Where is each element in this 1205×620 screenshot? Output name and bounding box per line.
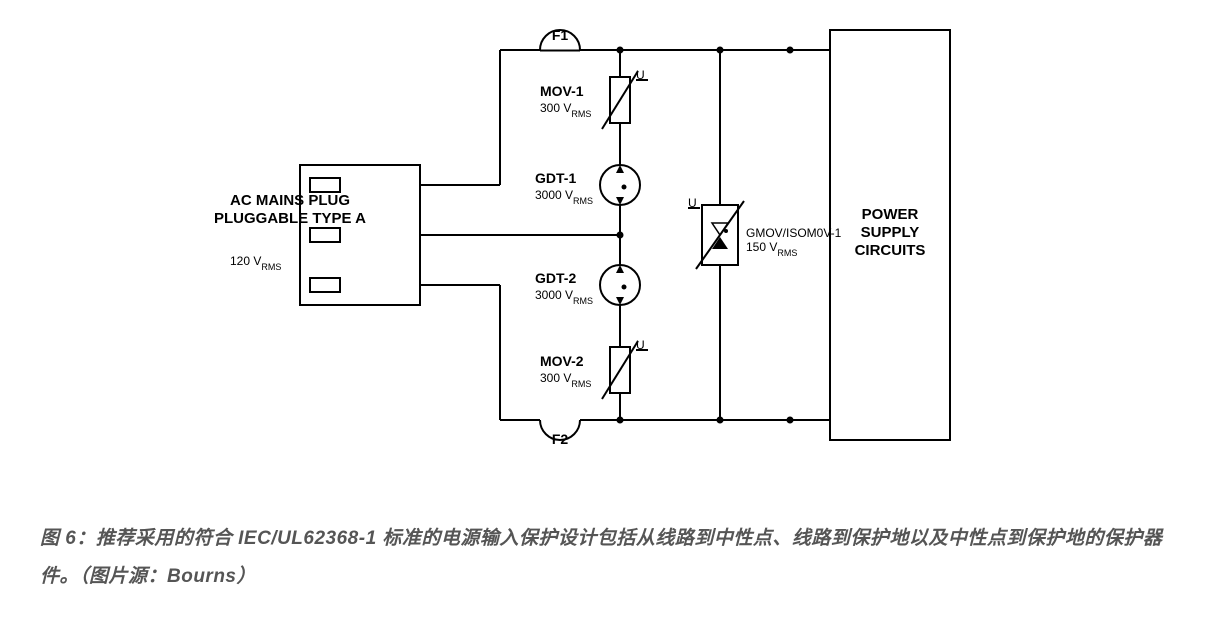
svg-text:GDT-2: GDT-2 xyxy=(535,270,576,286)
svg-text:F1: F1 xyxy=(552,27,569,43)
svg-text:SUPPLY: SUPPLY xyxy=(861,224,920,241)
circuit-diagram: AC MAINS PLUGPLUGGABLE TYPE A 120 VRMS POW… xyxy=(0,0,1205,500)
svg-text:150 VRMS: 150 VRMS xyxy=(746,240,797,258)
svg-text:AC MAINS PLUG: AC MAINS PLUG xyxy=(230,192,350,209)
svg-text:PLUGGABLE TYPE A: PLUGGABLE TYPE A xyxy=(214,210,366,227)
svg-text:MOV-1: MOV-1 xyxy=(540,83,584,99)
svg-text:GMOV/ISOM0V-1: GMOV/ISOM0V-1 xyxy=(746,226,842,240)
svg-text:3000 VRMS: 3000 VRMS xyxy=(535,288,593,306)
svg-text:3000 VRMS: 3000 VRMS xyxy=(535,188,593,206)
svg-text:GDT-1: GDT-1 xyxy=(535,170,576,186)
svg-text:300 VRMS: 300 VRMS xyxy=(540,101,591,119)
figure-caption: 图 6：推荐采用的符合 IEC/UL62368-1 标准的电源输入保护设计包括从… xyxy=(40,520,1165,596)
svg-text:POWER: POWER xyxy=(862,206,919,223)
svg-text:MOV-2: MOV-2 xyxy=(540,353,584,369)
svg-text:F2: F2 xyxy=(552,431,569,447)
svg-text:120 VRMS: 120 VRMS xyxy=(230,254,281,272)
svg-text:CIRCUITS: CIRCUITS xyxy=(855,242,926,259)
page: { "diagram":{ "type":"circuit-schematic"… xyxy=(0,0,1205,620)
svg-text:300 VRMS: 300 VRMS xyxy=(540,371,591,389)
